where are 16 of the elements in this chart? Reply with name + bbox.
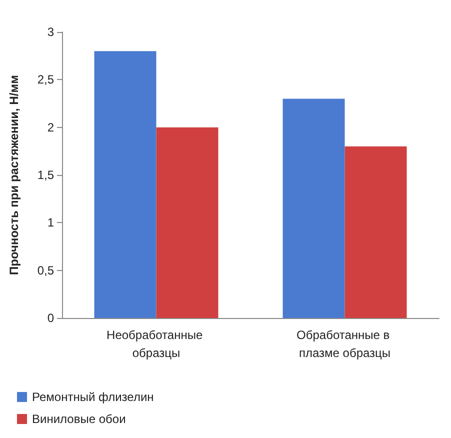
y-tick-label: 2,5 bbox=[37, 72, 54, 87]
y-tick-label: 2 bbox=[47, 120, 54, 134]
bar bbox=[282, 98, 345, 318]
y-tick-label: 3 bbox=[47, 25, 54, 39]
y-tick-label: 1,5 bbox=[37, 168, 54, 182]
x-tick-label: Необработанные образцы bbox=[106, 328, 206, 360]
bar bbox=[156, 127, 218, 318]
bar bbox=[94, 51, 156, 318]
y-axis-title: Прочность при растяжении, Н/мм bbox=[7, 74, 21, 275]
legend-label: Виниловые обои bbox=[32, 412, 126, 426]
y-tick-label: 1 bbox=[47, 216, 54, 230]
y-tick-label: 0 bbox=[47, 311, 54, 325]
bar bbox=[344, 146, 407, 318]
y-tick-label: 0,5 bbox=[37, 263, 54, 278]
x-tick-label: Обработанные в плазме образцы bbox=[296, 328, 393, 360]
legend-label: Ремонтный флизелин bbox=[32, 390, 154, 404]
